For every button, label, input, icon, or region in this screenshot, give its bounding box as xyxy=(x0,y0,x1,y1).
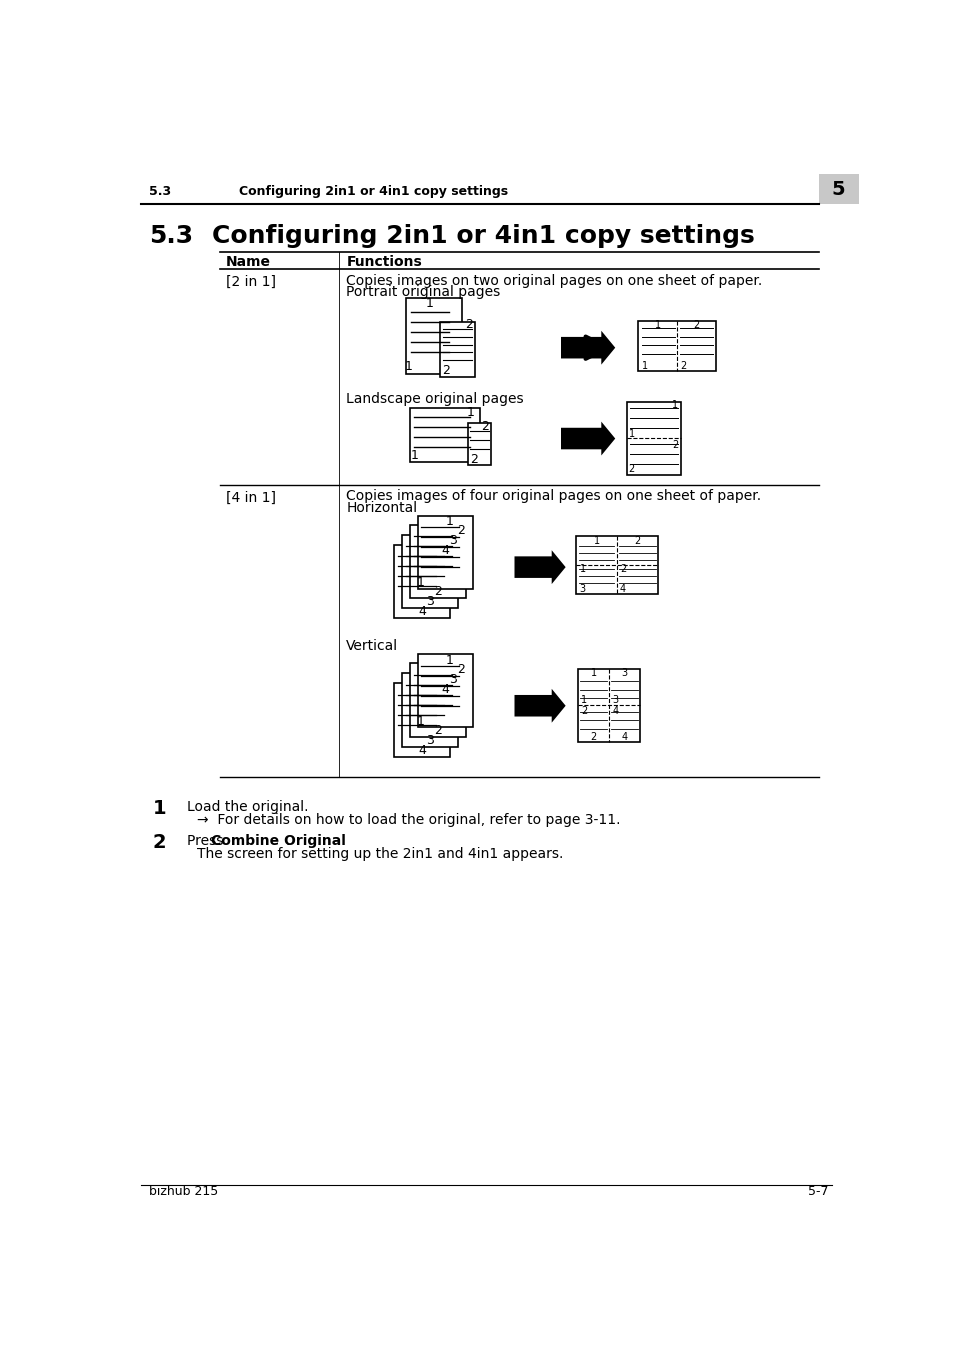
Text: 3: 3 xyxy=(426,734,434,747)
Text: Landscape original pages: Landscape original pages xyxy=(346,392,523,407)
Bar xyxy=(819,174,858,204)
Text: 1: 1 xyxy=(593,536,599,546)
Text: Configuring 2in1 or 4in1 copy settings: Configuring 2in1 or 4in1 copy settings xyxy=(212,224,754,247)
Text: 2: 2 xyxy=(456,524,464,538)
Text: The screen for setting up the 2in1 and 4in1 appears.: The screen for setting up the 2in1 and 4… xyxy=(196,847,562,861)
Text: 1: 1 xyxy=(580,696,587,705)
Bar xyxy=(417,654,473,727)
Bar xyxy=(406,299,461,374)
Text: 2: 2 xyxy=(434,724,441,736)
Bar xyxy=(468,423,491,466)
Text: Press: Press xyxy=(187,835,228,848)
Text: 1: 1 xyxy=(590,669,596,678)
Text: .: . xyxy=(286,835,290,848)
Text: 5.3: 5.3 xyxy=(149,224,193,247)
Text: Copies images of four original pages on one sheet of paper.: Copies images of four original pages on … xyxy=(346,489,760,504)
Bar xyxy=(402,673,457,747)
Text: 2: 2 xyxy=(580,707,587,716)
Text: 2: 2 xyxy=(470,453,477,466)
Text: 5-7: 5-7 xyxy=(807,1185,827,1198)
Text: 3: 3 xyxy=(449,673,456,686)
Bar xyxy=(417,516,473,589)
Text: 1: 1 xyxy=(152,798,166,817)
Bar xyxy=(439,322,475,377)
Text: 4: 4 xyxy=(612,707,618,716)
Bar xyxy=(410,524,465,598)
Text: 1: 1 xyxy=(416,576,424,589)
Text: 2: 2 xyxy=(442,365,450,377)
Text: 2: 2 xyxy=(464,317,473,331)
Text: 2: 2 xyxy=(679,361,686,372)
Text: Name: Name xyxy=(226,255,271,269)
Text: 2: 2 xyxy=(152,832,166,851)
Bar xyxy=(578,669,639,742)
Text: 1: 1 xyxy=(466,405,474,419)
Text: 4: 4 xyxy=(620,732,627,742)
Text: →  For details on how to load the original, refer to page 3-11.: → For details on how to load the origina… xyxy=(196,813,619,827)
Bar xyxy=(410,663,465,736)
Text: 1: 1 xyxy=(671,400,678,411)
Polygon shape xyxy=(514,689,565,723)
Text: [4 in 1]: [4 in 1] xyxy=(226,490,276,505)
Text: 5.3: 5.3 xyxy=(149,185,171,197)
Text: 2: 2 xyxy=(456,663,464,676)
Text: [2 in 1]: [2 in 1] xyxy=(226,276,276,289)
Bar xyxy=(626,401,680,474)
Text: 4: 4 xyxy=(418,605,426,619)
Bar xyxy=(576,536,658,594)
Text: 1: 1 xyxy=(654,320,660,331)
Text: 4: 4 xyxy=(441,544,449,558)
Text: 2: 2 xyxy=(633,536,639,546)
Text: 1: 1 xyxy=(405,359,413,373)
Text: Portrait original pages: Portrait original pages xyxy=(346,285,500,300)
Text: 1: 1 xyxy=(425,296,433,309)
Bar xyxy=(410,408,479,462)
Text: bizhub 215: bizhub 215 xyxy=(149,1185,217,1198)
Text: 4: 4 xyxy=(619,585,625,594)
Polygon shape xyxy=(560,422,615,455)
Text: 1: 1 xyxy=(628,428,634,439)
Text: 4: 4 xyxy=(441,684,449,696)
Text: 1: 1 xyxy=(445,515,453,528)
Text: 2: 2 xyxy=(619,565,625,574)
Text: 2: 2 xyxy=(434,585,441,598)
Text: 5: 5 xyxy=(831,180,844,199)
Text: 3: 3 xyxy=(426,596,434,608)
Text: 3: 3 xyxy=(620,669,627,678)
Text: Combine Original: Combine Original xyxy=(211,835,345,848)
Text: 1: 1 xyxy=(641,361,647,372)
Text: 2: 2 xyxy=(628,463,634,474)
Text: Vertical: Vertical xyxy=(346,639,398,653)
Text: Copies images on two original pages on one sheet of paper.: Copies images on two original pages on o… xyxy=(346,274,761,288)
Text: 4: 4 xyxy=(418,744,426,757)
Text: 1: 1 xyxy=(579,565,585,574)
Text: 2: 2 xyxy=(693,320,699,331)
Text: 1: 1 xyxy=(416,715,424,728)
Text: 1: 1 xyxy=(410,449,418,462)
Polygon shape xyxy=(514,550,565,584)
Text: 1: 1 xyxy=(445,654,453,667)
Bar xyxy=(402,535,457,608)
Text: 2: 2 xyxy=(590,732,596,742)
Bar xyxy=(394,684,450,757)
Polygon shape xyxy=(560,331,615,365)
Text: Load the original.: Load the original. xyxy=(187,800,309,815)
Text: 3: 3 xyxy=(449,535,456,547)
Text: 2: 2 xyxy=(480,420,489,434)
Bar xyxy=(638,320,716,370)
Text: Configuring 2in1 or 4in1 copy settings: Configuring 2in1 or 4in1 copy settings xyxy=(239,185,508,197)
Text: 3: 3 xyxy=(612,696,618,705)
Text: 3: 3 xyxy=(579,585,585,594)
Text: 2: 2 xyxy=(671,440,678,450)
Text: Horizontal: Horizontal xyxy=(346,501,417,515)
Text: Functions: Functions xyxy=(346,255,421,269)
Bar xyxy=(394,544,450,617)
